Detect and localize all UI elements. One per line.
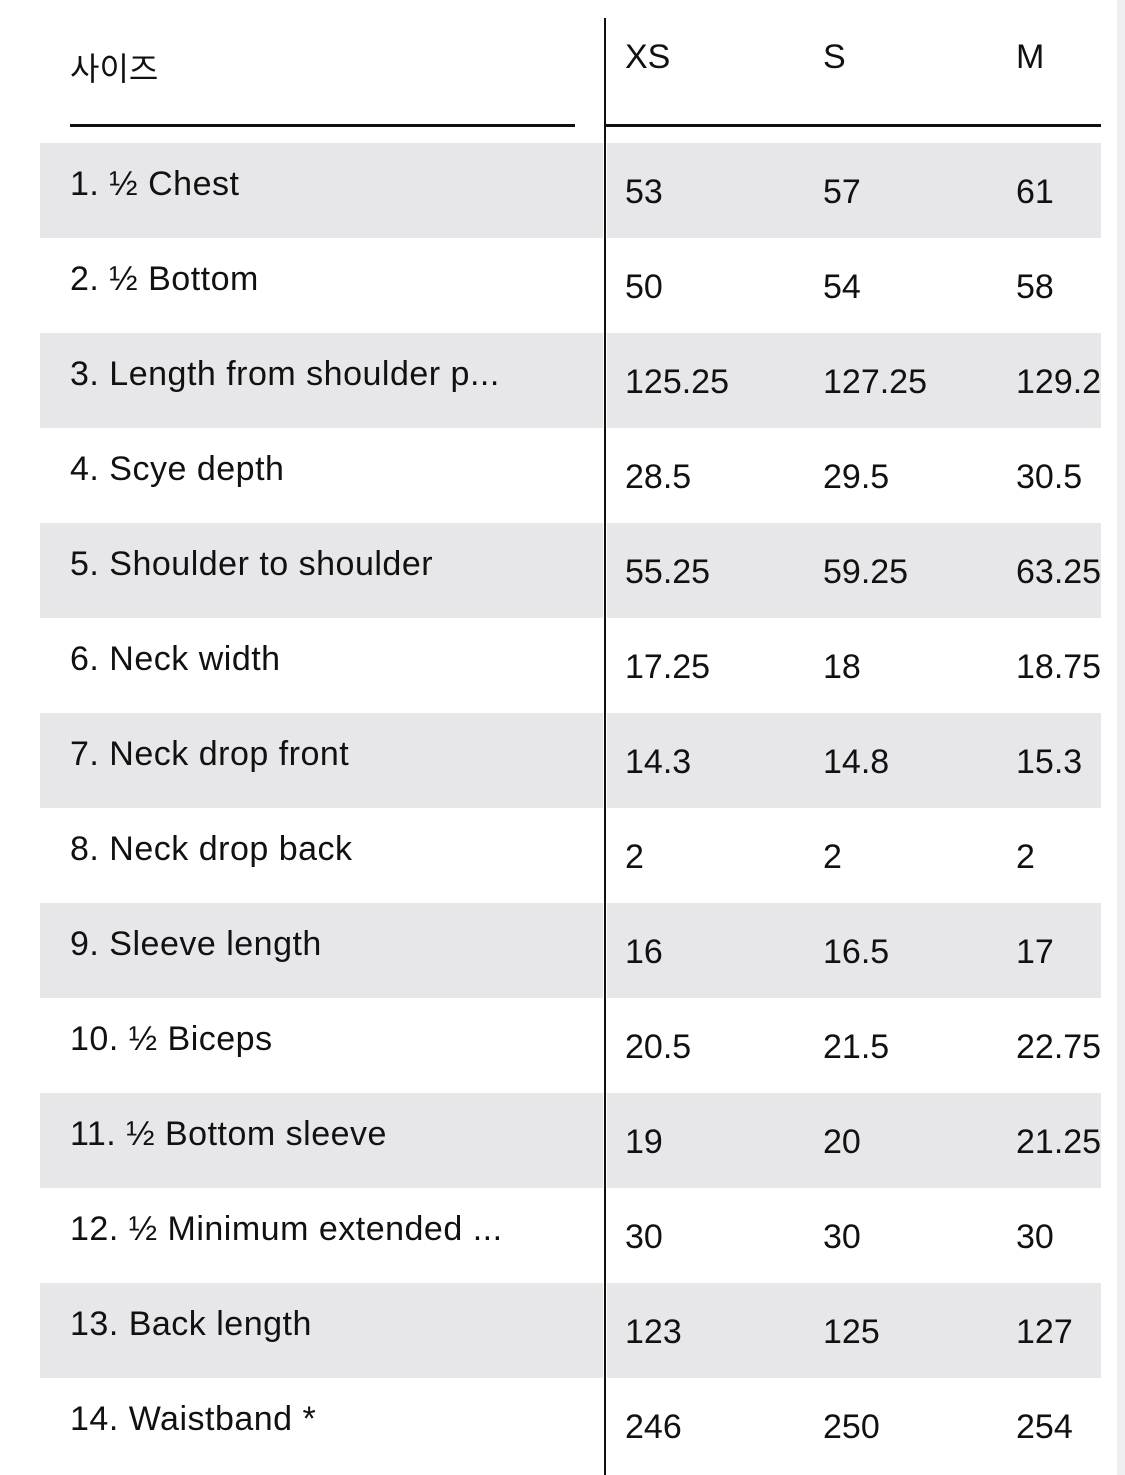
measurement-value: 16.5 — [823, 933, 890, 971]
measurement-value: 125 — [823, 1313, 880, 1351]
measurement-value: 20.5 — [625, 1028, 692, 1066]
measurement-value: 125.25 — [625, 363, 729, 401]
measurement-value: 54 — [823, 268, 861, 306]
measurement-value: 254 — [1016, 1408, 1073, 1446]
measurement-value: 50 — [625, 268, 663, 306]
measurement-value: 30.5 — [1016, 458, 1083, 496]
measurement-value: 127 — [1016, 1313, 1073, 1351]
size-table-body: 1. ½ Chest 53 57 61 2. ½ Bottom 50 54 58 3. Leng… — [40, 143, 1101, 1473]
scrollbar-track[interactable] — [1117, 0, 1125, 1475]
column-divider — [604, 18, 606, 1475]
measurement-value: 63.25 — [1016, 553, 1101, 591]
table-row: 7. Neck drop front 14.3 14.8 15.3 — [40, 713, 1101, 808]
measurement-value: 18.75 — [1016, 648, 1101, 686]
table-row: 6. Neck width 17.25 18 18.75 — [40, 618, 1101, 713]
measurement-label: 4. Scye depth — [70, 450, 285, 488]
measurement-value: 2 — [625, 838, 644, 876]
header-divider-right — [606, 124, 1101, 127]
table-row: 9. Sleeve length 16 16.5 17 — [40, 903, 1101, 998]
table-row: 14. Waistband * 246 250 254 — [40, 1378, 1101, 1473]
measurement-value: 29.5 — [823, 458, 890, 496]
measurement-label: 1. ½ Chest — [70, 165, 240, 203]
measurement-label: 9. Sleeve length — [70, 925, 322, 963]
measurement-value: 18 — [823, 648, 861, 686]
table-row: 8. Neck drop back 2 2 2 — [40, 808, 1101, 903]
header-divider-left — [70, 124, 575, 127]
measurement-label: 14. Waistband * — [70, 1400, 317, 1438]
table-row: 1. ½ Chest 53 57 61 — [40, 143, 1101, 238]
measurement-value: 59.25 — [823, 553, 909, 591]
measurement-label: 2. ½ Bottom — [70, 260, 259, 298]
table-row: 2. ½ Bottom 50 54 58 — [40, 238, 1101, 333]
measurement-label: 13. Back length — [70, 1305, 312, 1343]
measurement-value: 30 — [625, 1218, 663, 1256]
measurement-value: 16 — [625, 933, 663, 971]
measurement-value: 17.25 — [625, 648, 711, 686]
measurement-label: 7. Neck drop front — [70, 735, 350, 773]
measurement-value: 19 — [625, 1123, 663, 1161]
table-row: 11. ½ Bottom sleeve 19 20 21.25 — [40, 1093, 1101, 1188]
measurement-label: 5. Shoulder to shoulder — [70, 545, 434, 583]
measurement-value: 20 — [823, 1123, 861, 1161]
measurement-value: 21.5 — [823, 1028, 890, 1066]
size-header-xs: XS — [625, 38, 671, 76]
measurement-value: 2 — [823, 838, 842, 876]
measurement-value: 15.3 — [1016, 743, 1083, 781]
measurement-label: 11. ½ Bottom sleeve — [70, 1115, 387, 1153]
measurement-value: 246 — [625, 1408, 682, 1446]
measurement-label: 10. ½ Biceps — [70, 1020, 273, 1058]
table-row: 12. ½ Minimum extended ... 30 30 30 — [40, 1188, 1101, 1283]
table-row: 10. ½ Biceps 20.5 21.5 22.75 — [40, 998, 1101, 1093]
measurement-value: 61 — [1016, 173, 1054, 211]
size-header-m: M — [1016, 38, 1045, 76]
measurement-label: 12. ½ Minimum extended ... — [70, 1210, 503, 1248]
measurement-value: 127.25 — [823, 363, 927, 401]
table-row: 4. Scye depth 28.5 29.5 30.5 — [40, 428, 1101, 523]
measurement-value: 22.75 — [1016, 1028, 1101, 1066]
measurement-label: 3. Length from shoulder p... — [70, 355, 500, 393]
measurement-label: 6. Neck width — [70, 640, 281, 678]
measurement-value: 2 — [1016, 838, 1035, 876]
measurement-value: 57 — [823, 173, 861, 211]
measurement-value: 14.8 — [823, 743, 890, 781]
measurement-value: 129.25 — [1016, 363, 1101, 401]
measurement-value: 17 — [1016, 933, 1054, 971]
measurement-value: 30 — [1016, 1218, 1054, 1256]
table-row: 5. Shoulder to shoulder 55.25 59.25 63.25 — [40, 523, 1101, 618]
measurement-value: 250 — [823, 1408, 880, 1446]
size-header-label: 사이즈 — [70, 50, 159, 88]
size-header-s: S — [823, 38, 846, 76]
measurement-label: 8. Neck drop back — [70, 830, 353, 868]
measurement-value: 123 — [625, 1313, 682, 1351]
table-row: 13. Back length 123 125 127 — [40, 1283, 1101, 1378]
measurement-value: 30 — [823, 1218, 861, 1256]
measurement-value: 28.5 — [625, 458, 692, 496]
measurement-value: 14.3 — [625, 743, 692, 781]
measurement-value: 21.25 — [1016, 1123, 1101, 1161]
measurement-value: 53 — [625, 173, 663, 211]
measurement-value: 58 — [1016, 268, 1054, 306]
table-row: 3. Length from shoulder p... 125.25 127.25… — [40, 333, 1101, 428]
measurement-value: 55.25 — [625, 553, 711, 591]
